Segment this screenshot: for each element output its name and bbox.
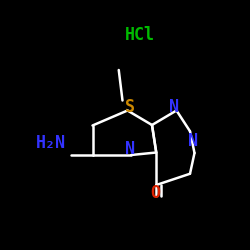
Text: H₂N: H₂N bbox=[36, 134, 66, 152]
Text: N: N bbox=[188, 132, 198, 150]
Text: O: O bbox=[150, 184, 160, 202]
Text: S: S bbox=[125, 98, 135, 116]
Text: N: N bbox=[170, 98, 179, 116]
Text: N: N bbox=[124, 140, 134, 158]
Text: HCl: HCl bbox=[125, 26, 155, 44]
